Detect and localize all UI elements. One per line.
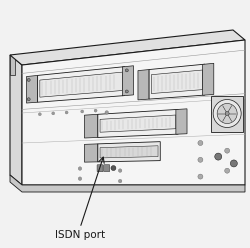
Polygon shape — [10, 55, 15, 75]
Polygon shape — [138, 69, 148, 100]
Circle shape — [214, 153, 221, 160]
Polygon shape — [151, 70, 202, 93]
Polygon shape — [10, 175, 244, 192]
Circle shape — [216, 103, 236, 124]
Circle shape — [125, 90, 128, 93]
Polygon shape — [98, 109, 178, 137]
Polygon shape — [10, 55, 22, 185]
Polygon shape — [84, 114, 98, 138]
Circle shape — [224, 112, 228, 116]
Polygon shape — [84, 144, 98, 162]
Circle shape — [27, 78, 30, 81]
Circle shape — [118, 169, 122, 172]
FancyBboxPatch shape — [103, 165, 109, 172]
Circle shape — [125, 69, 128, 72]
Circle shape — [38, 113, 41, 116]
Circle shape — [27, 98, 30, 101]
Circle shape — [230, 160, 236, 167]
FancyBboxPatch shape — [97, 165, 103, 172]
Polygon shape — [26, 75, 38, 103]
Polygon shape — [175, 109, 186, 134]
Circle shape — [212, 99, 240, 127]
Polygon shape — [100, 146, 158, 158]
Circle shape — [104, 111, 108, 114]
Circle shape — [197, 174, 202, 179]
Polygon shape — [202, 63, 213, 95]
Bar — [210, 95, 242, 131]
Circle shape — [110, 166, 116, 171]
Circle shape — [118, 179, 122, 183]
Polygon shape — [22, 40, 244, 185]
Circle shape — [65, 111, 68, 114]
Polygon shape — [148, 64, 204, 99]
Circle shape — [94, 109, 97, 112]
Polygon shape — [40, 72, 122, 97]
Text: ISDN port: ISDN port — [55, 230, 105, 240]
Circle shape — [224, 148, 229, 153]
Circle shape — [52, 112, 54, 115]
Circle shape — [197, 157, 202, 162]
Circle shape — [224, 168, 229, 173]
Circle shape — [78, 167, 82, 170]
Circle shape — [80, 110, 84, 113]
Polygon shape — [10, 30, 244, 65]
Polygon shape — [98, 142, 160, 162]
Circle shape — [78, 177, 82, 181]
Polygon shape — [38, 67, 124, 102]
Circle shape — [197, 141, 202, 146]
Polygon shape — [122, 66, 133, 96]
Polygon shape — [100, 115, 175, 132]
